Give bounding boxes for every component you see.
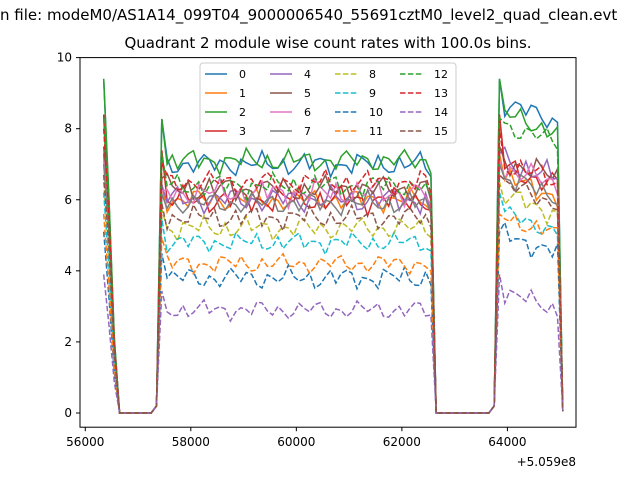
series-line-14	[102, 274, 564, 414]
x-tick-label: 56000	[66, 435, 104, 449]
y-tick-label: 10	[57, 51, 72, 65]
y-tick-label: 0	[64, 406, 72, 420]
series-lines	[102, 78, 564, 414]
x-tick-label: 64000	[488, 435, 526, 449]
legend-label-11: 11	[369, 125, 383, 138]
x-tick-label: 60000	[277, 435, 315, 449]
legend-label-9: 9	[369, 87, 376, 100]
y-tick-label: 6	[64, 193, 72, 207]
legend-label-15: 15	[434, 125, 448, 138]
figure-suptitle: n file: modeM0/AS1A14_099T04_9000006540_…	[0, 6, 618, 24]
y-tick-label: 4	[64, 264, 72, 278]
legend-label-6: 6	[304, 106, 311, 119]
x-tick-label: 62000	[383, 435, 421, 449]
legend-label-4: 4	[304, 68, 311, 81]
series-line-4	[102, 145, 564, 414]
y-tick-label: 8	[64, 122, 72, 136]
x-axis: 56000 58000 60000 62000 64000	[66, 427, 526, 449]
x-tick-label: 58000	[172, 435, 210, 449]
plot-frame	[79, 57, 577, 428]
legend-label-8: 8	[369, 68, 376, 81]
legend-label-14: 14	[434, 106, 448, 119]
legend-label-5: 5	[304, 87, 311, 100]
legend-label-13: 13	[434, 87, 448, 100]
legend-label-0: 0	[239, 68, 246, 81]
legend-label-3: 3	[239, 125, 246, 138]
y-tick-label: 2	[64, 335, 72, 349]
series-line-10	[102, 220, 564, 414]
chart-title: Quadrant 2 module wise count rates with …	[124, 34, 532, 52]
legend-label-1: 1	[239, 87, 246, 100]
series-line-15	[102, 173, 564, 414]
legend-label-10: 10	[369, 106, 383, 119]
series-line-12	[102, 116, 564, 414]
y-axis: 0 2 4 6 8 10	[57, 51, 80, 420]
legend-label-7: 7	[304, 125, 311, 138]
series-line-11	[102, 212, 564, 414]
legend-label-12: 12	[434, 68, 448, 81]
series-line-13	[102, 128, 564, 414]
x-offset-label: +5.059e8	[517, 455, 576, 469]
legend-box	[199, 62, 457, 144]
legend-label-2: 2	[239, 106, 246, 119]
